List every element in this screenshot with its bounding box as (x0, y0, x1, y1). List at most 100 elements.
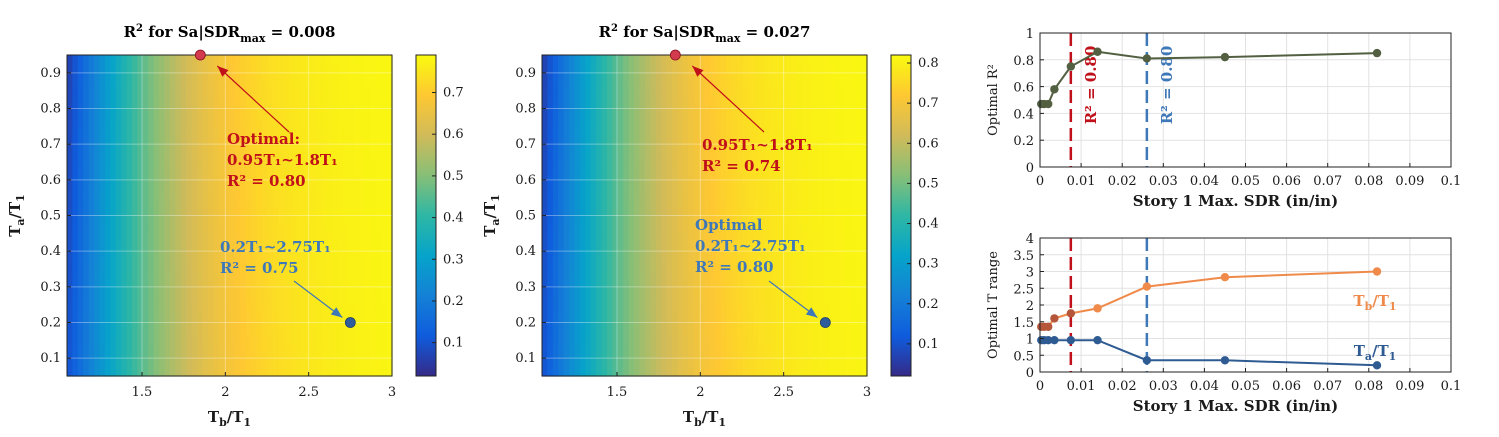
heatmap-cell (224, 343, 231, 353)
heatmap-cell (644, 103, 651, 112)
heatmap-cell (774, 119, 781, 128)
heatmap-cell (337, 247, 344, 257)
red-arrow-head (692, 66, 704, 77)
heatmap-cell (267, 335, 274, 345)
heatmap-cell (386, 183, 393, 193)
heatmap-cell (142, 151, 149, 160)
heatmap-cell (191, 143, 198, 152)
heatmap-cell (381, 303, 388, 313)
heatmap-cell (229, 95, 236, 104)
heatmap-cell (774, 223, 781, 233)
heatmap-cell (375, 359, 382, 369)
heatmap-cell (579, 231, 586, 241)
heatmap-cell (726, 191, 733, 201)
heatmap-cell (731, 311, 738, 321)
heatmap-cell (337, 359, 344, 369)
heatmap-cell (364, 79, 371, 88)
heatmap-cell (142, 71, 149, 80)
heatmap-cell (321, 215, 328, 225)
heatmap-cell (812, 135, 819, 144)
heatmap-cell (348, 367, 355, 377)
heatmap-cell (283, 95, 290, 104)
heatmap-cell (267, 103, 274, 112)
heatmap-cell (693, 271, 700, 281)
heatmap-cell (180, 359, 187, 369)
heatmap-cell (224, 239, 231, 249)
heatmap-cell (218, 295, 225, 305)
heatmap-cell (753, 311, 760, 321)
heatmap-cell (327, 199, 334, 209)
heatmap-cell (148, 223, 155, 233)
heatmap-cell (542, 239, 549, 249)
heatmap-cell (758, 343, 765, 353)
heatmap-cell (310, 255, 317, 265)
heatmap-cell (299, 287, 306, 297)
heatmap-cell (666, 295, 673, 305)
heatmap-cell (94, 303, 101, 313)
heatmap-cell (661, 119, 668, 128)
heatmap-cell (213, 327, 220, 337)
blue-annotation-line: Optimal (695, 216, 763, 234)
heatmap-cell (807, 311, 814, 321)
heatmap-cell (590, 223, 597, 233)
heatmap-cell (169, 279, 176, 289)
heatmap-cell (661, 207, 668, 217)
heatmap-cell (207, 327, 214, 337)
heatmap-cell (267, 215, 274, 225)
heatmap-cell (381, 287, 388, 297)
heatmap-cell (245, 119, 252, 128)
heatmap-cell (634, 135, 641, 144)
heatmap-cell (332, 119, 339, 128)
heatmap-cell (83, 143, 90, 152)
heatmap-cell (327, 263, 334, 273)
heatmap-cell (856, 287, 863, 297)
heatmap-cell (83, 359, 90, 369)
heatmap-cell (234, 151, 241, 160)
heatmap-cell (191, 167, 198, 176)
heatmap-cell (202, 343, 209, 353)
heatmap-cell (364, 271, 371, 281)
heatmap-cell (202, 295, 209, 305)
heatmap-cell (639, 239, 646, 249)
heatmap-cell (634, 247, 641, 257)
heatmap-cell (758, 183, 765, 193)
heatmap-cell (796, 135, 803, 144)
heatmap-cell (612, 55, 619, 64)
heatmap-cell (132, 111, 139, 120)
heatmap-cell (77, 127, 84, 136)
heatmap-cell (579, 311, 586, 321)
heatmap-cell (240, 143, 247, 152)
heatmap-cell (628, 151, 635, 160)
heatmap-cell (175, 367, 182, 377)
heatmap-cell (245, 255, 252, 265)
heatmap-cell (796, 127, 803, 136)
red-arrow-line (691, 65, 765, 133)
heatmap-cell (256, 247, 263, 257)
heatmap-cell (585, 63, 592, 72)
heatmap-cell (359, 303, 366, 313)
heatmap-cell (769, 367, 776, 377)
heatmap-cell (305, 103, 312, 112)
heatmap-cell (758, 319, 765, 329)
heatmap-cell (186, 239, 193, 249)
heatmap-cell (650, 175, 657, 185)
heatmap-cell (845, 71, 852, 80)
heatmap-cell (737, 359, 744, 369)
heatmap-cell (829, 215, 836, 225)
heatmap-cell (327, 311, 334, 321)
heatmap-cell (88, 103, 95, 112)
heatmap-cell (229, 79, 236, 88)
heatmap-cell (94, 143, 101, 152)
heatmap-cell (67, 71, 74, 80)
heatmap-cell (240, 119, 247, 128)
heatmap-cell (569, 143, 576, 152)
heatmap-cell (191, 295, 198, 305)
heatmap-cell (590, 279, 597, 289)
heatmap-cell (861, 159, 868, 168)
heatmap-cell (720, 111, 727, 120)
heatmap-cell (574, 351, 581, 361)
heatmap-cell (180, 263, 187, 273)
heatmap-cell (612, 231, 619, 241)
heatmap-cell (764, 103, 771, 112)
heatmap-cell (153, 343, 160, 353)
